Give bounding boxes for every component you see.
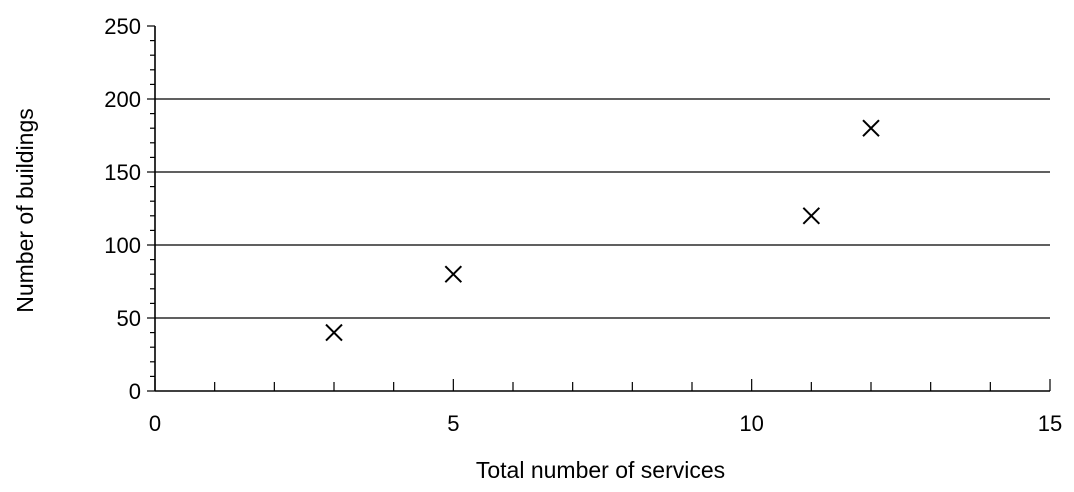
axis-ticks	[147, 25, 1051, 392]
gridlines	[155, 98, 1050, 319]
data-point-x-marker	[325, 323, 343, 342]
y-tick-label-250: 250	[104, 14, 141, 39]
tick-labels: 0 50 100 150 200 250 0 5 10 15	[104, 14, 1062, 436]
y-tick-label-100: 100	[104, 233, 141, 258]
data-point-x-marker	[862, 119, 880, 137]
x-tick-label-15: 15	[1038, 411, 1062, 436]
x-tick-label-5: 5	[447, 411, 459, 436]
data-point-x-marker	[802, 207, 821, 225]
x-tick-label-0: 0	[149, 411, 161, 436]
y-tick-label-50: 50	[117, 306, 141, 331]
x-axis-label: Total number of services	[476, 457, 725, 483]
x-tick-label-10: 10	[739, 411, 763, 436]
y-tick-label-150: 150	[104, 160, 141, 185]
data-points	[325, 119, 880, 342]
y-tick-label-200: 200	[104, 87, 141, 112]
y-tick-label-0: 0	[129, 379, 141, 404]
marker-stroke	[802, 207, 821, 225]
data-point-x-marker	[444, 265, 463, 283]
marker-stroke	[325, 323, 343, 342]
marker-stroke	[444, 265, 463, 283]
marker-stroke	[862, 119, 880, 137]
y-axis-label: Number of buildings	[12, 108, 38, 313]
